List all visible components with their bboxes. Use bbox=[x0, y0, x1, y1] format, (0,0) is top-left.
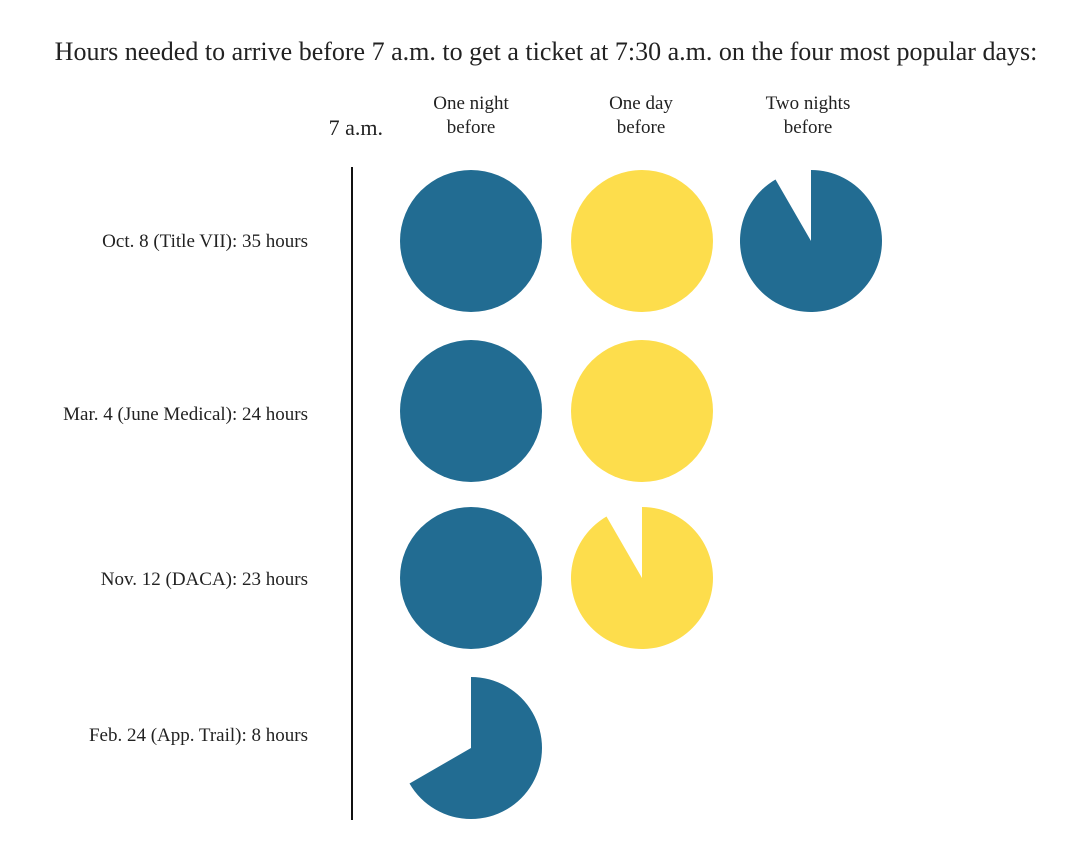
chart-title: Hours needed to arrive before 7 a.m. to … bbox=[54, 37, 1038, 66]
column-header-line: One day bbox=[609, 93, 673, 114]
column-header-one-night-before: One night before bbox=[391, 92, 551, 140]
pie-slice-row1-col3 bbox=[739, 170, 882, 312]
pie-slice-row2-col1 bbox=[400, 340, 542, 482]
pie-slice-row1-col1 bbox=[400, 170, 542, 312]
pie-slice-row3-col1 bbox=[400, 507, 542, 649]
pie-slice-row2-col2 bbox=[571, 340, 713, 482]
row-label-nov-12: Nov. 12 (DACA): 23 hours bbox=[100, 569, 308, 590]
column-header-line: before bbox=[446, 117, 496, 138]
pie-slice-row1-col2 bbox=[571, 170, 713, 312]
pie-slice-row4-col1 bbox=[409, 677, 542, 819]
column-header-one-day-before: One day before bbox=[561, 92, 721, 140]
column-header-two-nights-before: Two nights before bbox=[728, 92, 888, 140]
column-header-line: before bbox=[783, 117, 833, 138]
row-label-oct-8: Oct. 8 (Title VII): 35 hours bbox=[102, 231, 308, 252]
timeline-axis-line bbox=[351, 167, 353, 820]
pie-slice-row3-col2 bbox=[570, 507, 713, 650]
start-time-label: 7 a.m. bbox=[328, 115, 383, 140]
column-header-line: before bbox=[616, 117, 666, 138]
row-label-mar-4: Mar. 4 (June Medical): 24 hours bbox=[63, 404, 308, 425]
column-header-line: One night bbox=[433, 93, 509, 114]
row-label-feb-24: Feb. 24 (App. Trail): 8 hours bbox=[88, 725, 308, 746]
column-header-line: Two nights bbox=[765, 93, 851, 114]
